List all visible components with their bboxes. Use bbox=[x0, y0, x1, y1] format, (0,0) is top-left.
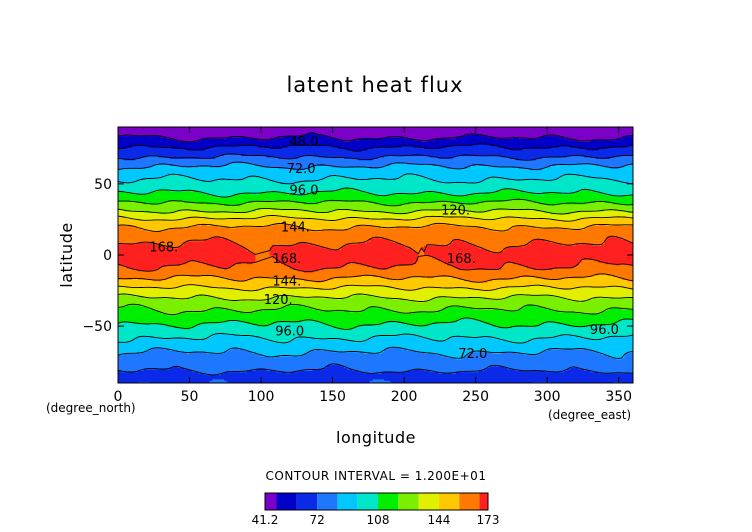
plot-area bbox=[118, 127, 634, 384]
contour-fill-layer bbox=[118, 127, 634, 384]
chart-title: latent heat flux bbox=[286, 73, 463, 97]
